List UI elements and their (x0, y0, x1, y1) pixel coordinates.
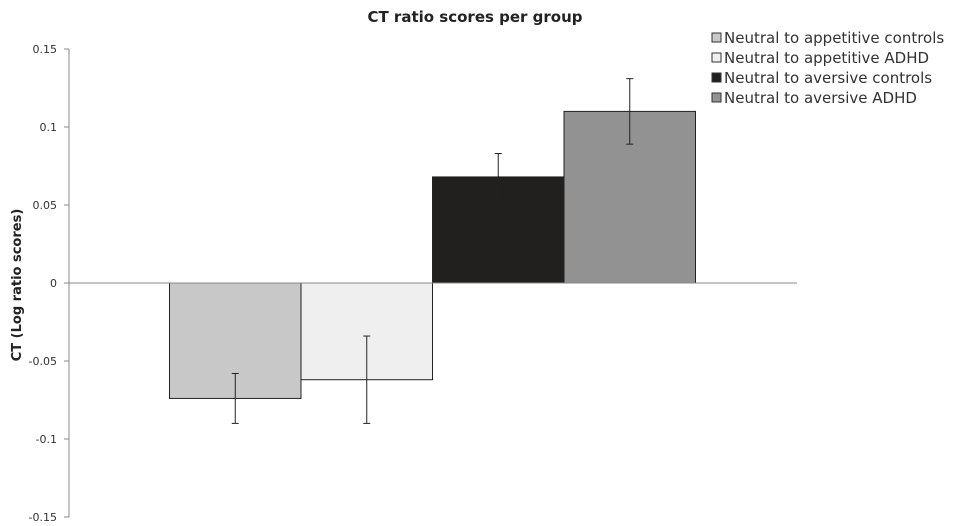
y-axis: 0.15 0.1 0.05 0 -0.05 -0.1 -0.15 (29, 43, 70, 524)
y-axis-label: CT (Log ratio scores) (10, 209, 25, 362)
legend-label: Neutral to appetitive controls (724, 29, 944, 47)
y-tick-label: -0.05 (29, 355, 57, 368)
legend-swatch (711, 32, 722, 43)
y-tick-label: 0.1 (40, 121, 58, 134)
y-tick-label: -0.15 (29, 511, 57, 524)
legend-label: Neutral to aversive ADHD (724, 89, 917, 107)
legend-label: Neutral to aversive controls (724, 69, 932, 87)
y-tick-label: -0.1 (36, 433, 57, 446)
chart-title: CT ratio scores per group (367, 8, 582, 26)
bars (69, 78, 797, 424)
legend-swatch (711, 92, 722, 103)
y-tick-label: 0.05 (33, 199, 58, 212)
legend-swatch (711, 72, 722, 83)
legend: Neutral to appetitive controls Neutral to… (711, 29, 944, 107)
legend-label: Neutral to appetitive ADHD (724, 49, 929, 67)
y-tick-label: 0 (50, 277, 57, 290)
legend-swatch (711, 52, 722, 63)
y-tick-label: 0.15 (33, 43, 58, 56)
